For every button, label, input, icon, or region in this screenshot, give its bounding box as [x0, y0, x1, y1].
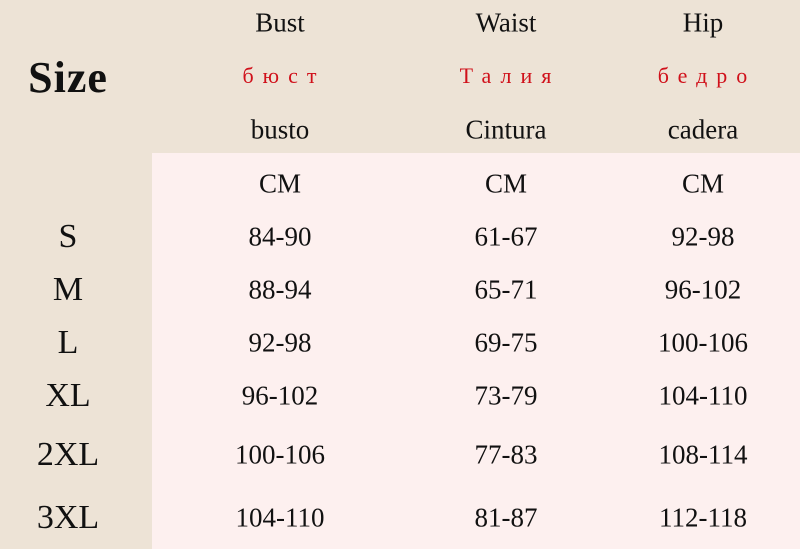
column-header-es: Cintura [465, 114, 547, 145]
column-header-es: cadera [667, 114, 739, 145]
column-unit: CM [258, 168, 302, 199]
table-cell: 96-102 [241, 380, 319, 411]
table-cell: 65-71 [474, 274, 538, 305]
table-cell: 100-106 [235, 439, 325, 470]
column-unit: CM [484, 168, 528, 199]
table-cell: 100-106 [658, 327, 748, 358]
table-cell: 108-114 [658, 439, 748, 470]
column-unit: CM [681, 168, 725, 199]
column-header-en: Waist [475, 7, 537, 38]
table-cell: 73-79 [474, 380, 538, 411]
column-header-ru: бедро [657, 63, 757, 88]
size-label: L [57, 324, 79, 361]
size-label: 2XL [36, 436, 100, 473]
column-header-es: busto [250, 114, 310, 145]
table-cell: 96-102 [664, 274, 742, 305]
table-cell: 112-118 [659, 502, 747, 533]
column-header-en: Hip [682, 7, 724, 38]
table-cell: 61-67 [474, 221, 538, 252]
column-header-ru: бюст [242, 63, 326, 88]
column-header-en: Bust [255, 7, 305, 38]
size-label: 3XL [36, 499, 100, 536]
table-cell: 84-90 [248, 221, 312, 252]
size-label: M [52, 271, 84, 308]
column-header-ru: Талия [459, 63, 561, 88]
table-cell: 69-75 [474, 327, 538, 358]
size-title: Size [28, 53, 108, 102]
table-cell: 104-110 [235, 502, 325, 533]
size-label: S [58, 218, 78, 255]
table-cell: 92-98 [671, 221, 735, 252]
table-cell: 104-110 [658, 380, 748, 411]
table-cell: 92-98 [248, 327, 312, 358]
table-cell: 77-83 [474, 439, 538, 470]
table-cell: 81-87 [474, 502, 538, 533]
size-label: XL [45, 377, 91, 414]
table-body-background [152, 153, 800, 549]
table-cell: 88-94 [248, 274, 312, 305]
